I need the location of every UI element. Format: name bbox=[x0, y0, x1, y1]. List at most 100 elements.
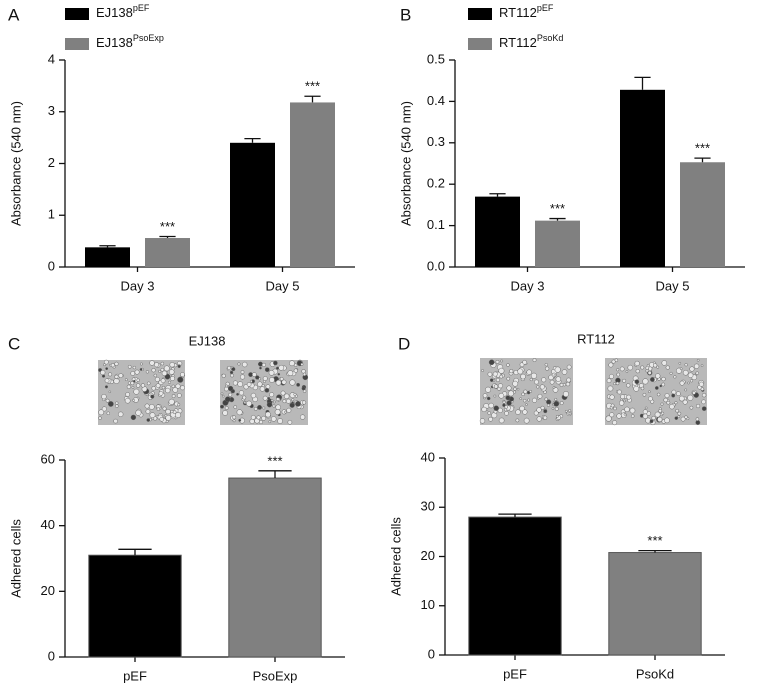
cell bbox=[545, 366, 550, 371]
cell bbox=[171, 394, 176, 398]
cell bbox=[100, 369, 106, 376]
cell bbox=[115, 401, 119, 405]
cell bbox=[232, 415, 237, 420]
cell bbox=[539, 384, 545, 390]
chart-title: RT112 bbox=[577, 331, 615, 346]
cell bbox=[170, 376, 176, 381]
cell bbox=[228, 385, 234, 392]
cell bbox=[513, 387, 517, 391]
significance: *** bbox=[160, 219, 175, 234]
cell bbox=[139, 362, 143, 366]
cell bbox=[229, 370, 234, 375]
cell bbox=[565, 381, 571, 387]
y-tick-label: 2 bbox=[48, 155, 55, 170]
cell bbox=[671, 393, 676, 398]
cell bbox=[695, 420, 701, 425]
bar bbox=[145, 238, 190, 267]
micrograph bbox=[479, 358, 573, 425]
cell bbox=[280, 390, 286, 396]
cell bbox=[568, 412, 572, 415]
cell bbox=[489, 378, 494, 382]
cell bbox=[530, 372, 537, 379]
cell bbox=[225, 384, 229, 388]
cell bbox=[559, 401, 564, 405]
cell bbox=[504, 411, 509, 416]
cell bbox=[220, 392, 224, 396]
cell bbox=[508, 390, 514, 397]
cell bbox=[564, 409, 568, 413]
cell bbox=[228, 392, 233, 397]
cell bbox=[616, 368, 620, 372]
cell bbox=[642, 392, 647, 397]
cell bbox=[552, 386, 556, 389]
cell bbox=[656, 392, 661, 397]
cell bbox=[493, 405, 499, 411]
bar bbox=[608, 552, 702, 656]
cell bbox=[626, 383, 631, 388]
cell bbox=[553, 401, 560, 407]
panel-label: B bbox=[400, 5, 411, 24]
y-tick-label: 1 bbox=[48, 207, 55, 222]
cell bbox=[516, 387, 520, 391]
cell bbox=[301, 386, 306, 391]
cell bbox=[562, 391, 569, 398]
cell bbox=[136, 378, 140, 382]
cell bbox=[259, 366, 262, 370]
legend-swatch bbox=[468, 8, 492, 20]
y-tick-label: 40 bbox=[421, 449, 435, 464]
cell bbox=[161, 385, 166, 390]
x-tick-label: PsoKd bbox=[636, 666, 674, 681]
cell bbox=[629, 407, 636, 414]
cell bbox=[113, 418, 118, 424]
cell bbox=[224, 386, 229, 392]
cell bbox=[115, 404, 119, 408]
cell bbox=[177, 403, 181, 407]
cell bbox=[630, 414, 635, 418]
cell bbox=[287, 419, 293, 425]
y-axis-label: Adhered cells bbox=[388, 517, 403, 596]
cell bbox=[701, 399, 706, 405]
cell bbox=[101, 406, 107, 412]
cell bbox=[267, 396, 271, 400]
cell bbox=[262, 395, 268, 401]
cell bbox=[642, 409, 648, 415]
cell bbox=[613, 406, 617, 411]
cell bbox=[300, 362, 304, 366]
cell bbox=[498, 392, 505, 399]
bar bbox=[475, 196, 520, 267]
cell bbox=[163, 365, 170, 372]
cell bbox=[617, 389, 622, 395]
cell bbox=[160, 378, 166, 384]
cell bbox=[140, 383, 146, 388]
cell bbox=[689, 405, 694, 410]
cell bbox=[105, 398, 110, 403]
cell bbox=[101, 374, 106, 378]
y-tick-label: 20 bbox=[421, 548, 435, 563]
cell bbox=[506, 376, 511, 381]
cell bbox=[537, 393, 543, 399]
cell bbox=[487, 371, 493, 377]
cell bbox=[615, 381, 620, 386]
error-bar bbox=[99, 245, 116, 248]
cell bbox=[677, 411, 682, 416]
cell bbox=[165, 414, 172, 421]
error-bar bbox=[638, 549, 672, 553]
legend-label: RT112PsoKd bbox=[499, 33, 563, 50]
cell bbox=[241, 361, 248, 368]
cell bbox=[544, 397, 548, 401]
cell bbox=[270, 399, 274, 402]
bar bbox=[468, 516, 562, 656]
y-tick-label: 0 bbox=[48, 648, 55, 663]
cell bbox=[479, 418, 486, 424]
cell bbox=[655, 373, 661, 379]
y-tick-label: 0.3 bbox=[427, 134, 445, 149]
x-tick-label: Day 3 bbox=[121, 278, 155, 293]
cell bbox=[679, 380, 685, 386]
cell bbox=[536, 407, 542, 413]
cell bbox=[177, 376, 184, 383]
cell bbox=[105, 367, 109, 371]
y-tick-label: 0 bbox=[48, 258, 55, 273]
cell bbox=[146, 381, 151, 386]
cell bbox=[657, 416, 663, 423]
cell bbox=[268, 420, 272, 424]
